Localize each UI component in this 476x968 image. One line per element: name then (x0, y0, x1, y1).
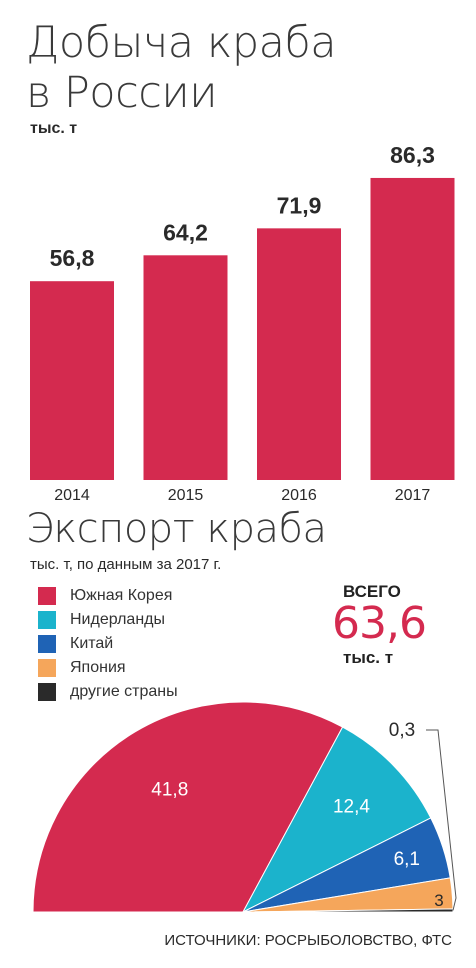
legend-label: Нидерланды (70, 611, 165, 628)
pie-value-label: 3 (434, 891, 443, 910)
total-value: 63,6 (332, 598, 427, 649)
legend-swatch (38, 683, 56, 701)
x-tick-label: 2014 (54, 487, 90, 504)
bar-chart: 56,8 2014 64,2 2015 71,9 2016 86,3 2017 (30, 142, 455, 504)
source-note: ИСТОЧНИКИ: РОСРЫБОЛОВСТВО, ФТС (164, 932, 452, 949)
legend-item: Китай (38, 632, 178, 656)
x-tick-label: 2017 (395, 487, 431, 504)
legend-item: другие страны (38, 680, 178, 704)
pie-value-label: 6,1 (394, 849, 420, 870)
bar-value-label: 86,3 (390, 142, 435, 168)
bar-2016 (257, 228, 341, 480)
x-tick-label: 2015 (168, 487, 204, 504)
chart-title: Добыча краба в России (26, 18, 337, 118)
export-title: Экспорт краба (26, 506, 327, 552)
bar-value-label: 56,8 (50, 245, 95, 271)
pie-value-label: 0,3 (389, 720, 415, 741)
bar-value-label: 71,9 (277, 192, 322, 218)
legend-label: Япония (70, 659, 126, 676)
legend-swatch (38, 635, 56, 653)
legend-swatch (38, 587, 56, 605)
legend-item: Южная Корея (38, 584, 178, 608)
pie-slice-3 (242, 817, 451, 913)
bar-2017 (370, 177, 455, 480)
bar-value-label: 64,2 (163, 219, 208, 245)
legend-swatch (38, 611, 56, 629)
pie-slice-5 (242, 908, 454, 913)
legend-label: Китай (70, 635, 114, 652)
legend: Южная Корея Нидерланды Китай Япония другие с… (38, 584, 178, 704)
pie-slice-4 (242, 877, 454, 913)
pie-value-label: 12,4 (333, 797, 370, 818)
bar-2015 (143, 255, 228, 480)
unit-label: тыс. т (30, 120, 78, 137)
legend-item: Нидерланды (38, 608, 178, 632)
bar-2014 (30, 281, 114, 480)
x-tick-label: 2016 (281, 487, 317, 504)
pie-slice-1 (32, 701, 344, 913)
legend-label: другие страны (70, 683, 178, 700)
leader-line (426, 729, 457, 911)
title-line-1: Добыча краба (26, 18, 337, 68)
export-subtitle: тыс. т, по данным за 2017 г. (30, 556, 222, 573)
title-line-2: в России (26, 68, 218, 118)
total-unit: тыс. т (343, 648, 394, 667)
legend-swatch (38, 659, 56, 677)
legend-label: Южная Корея (70, 587, 173, 604)
pie-slice-2 (241, 726, 432, 914)
pie-value-label: 41,8 (151, 779, 188, 800)
total-label: ВСЕГО (343, 582, 401, 601)
legend-item: Япония (38, 656, 178, 680)
